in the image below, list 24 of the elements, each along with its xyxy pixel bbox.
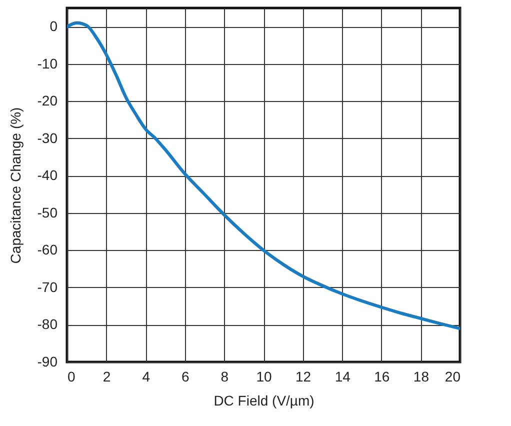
y-tick-label: -60 bbox=[37, 242, 58, 258]
y-tick-label: -30 bbox=[37, 130, 58, 146]
line-series bbox=[67, 21, 460, 330]
x-tick-label: 16 bbox=[374, 368, 390, 384]
x-tick-label: 12 bbox=[296, 368, 312, 384]
x-tick-label: 14 bbox=[334, 368, 351, 384]
x-tick-label: 2 bbox=[102, 368, 111, 384]
y-tick-label: 0 bbox=[50, 18, 58, 34]
x-tick-label: 4 bbox=[142, 368, 150, 384]
y-tick-label: -50 bbox=[37, 204, 58, 220]
y-tick-label: -20 bbox=[37, 92, 58, 109]
x-axis-title: DC Field (V/µm) bbox=[214, 392, 314, 408]
x-tick-label: 18 bbox=[413, 368, 430, 384]
x-tick-label: 20 bbox=[444, 368, 461, 384]
x-tick-label: 6 bbox=[182, 368, 190, 384]
x-tick-label: 0 bbox=[68, 368, 76, 384]
y-axis-title: Capacitance Change (%) bbox=[7, 107, 24, 264]
y-tick-label: -40 bbox=[37, 167, 58, 184]
x-tick-label: 10 bbox=[256, 368, 272, 384]
y-tick-label: -70 bbox=[37, 278, 58, 295]
x-tick-label: 8 bbox=[220, 368, 229, 384]
y-tick-label: -10 bbox=[37, 55, 58, 72]
y-tick-label: -80 bbox=[37, 316, 58, 332]
y-tick-label: -90 bbox=[37, 354, 58, 370]
